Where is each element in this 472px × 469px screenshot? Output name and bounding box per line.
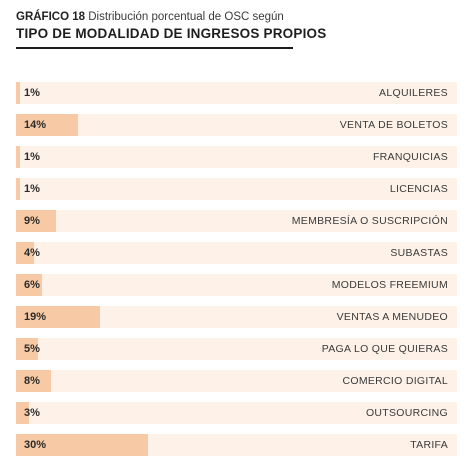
bar-value-label: 9% bbox=[24, 215, 40, 227]
bar-value-label: 1% bbox=[24, 87, 40, 99]
bar-value-label: 6% bbox=[24, 279, 40, 291]
bar-fill bbox=[16, 114, 78, 136]
bar-fill bbox=[16, 146, 21, 168]
bar-fill bbox=[16, 82, 21, 104]
bar-value-label: 1% bbox=[24, 183, 40, 195]
bar-fill bbox=[16, 306, 100, 328]
bar-category-label: FRANQUICIAS bbox=[372, 151, 448, 163]
bar-fill bbox=[16, 178, 21, 200]
chart-header: GRÁFICO 18 Distribución porcentual de OS… bbox=[16, 10, 456, 49]
chart-title: TIPO DE MODALIDAD DE INGRESOS PROPIOS bbox=[16, 26, 327, 41]
bar-row: 4% SUBASTAS bbox=[16, 242, 457, 264]
bar-chart: 1% ALQUILERES 14% VENTA DE BOLETOS 1% FRANQUI… bbox=[16, 82, 457, 466]
bar-fill bbox=[16, 274, 43, 296]
chart-subtitle: Distribución porcentual de OSC según bbox=[88, 11, 284, 23]
bar-category-label: TARIFA bbox=[410, 439, 448, 451]
bar-row: 1% ALQUILERES bbox=[16, 82, 457, 104]
bar-category-label: VENTAS A MENUDEO bbox=[336, 311, 448, 323]
bar-fill bbox=[16, 402, 30, 424]
bar-value-label: 30% bbox=[24, 439, 47, 451]
bar-fill bbox=[16, 242, 34, 264]
bar-value-label: 5% bbox=[24, 343, 40, 355]
bar-row: 14% VENTA DE BOLETOS bbox=[16, 114, 457, 136]
bar-category-label: ALQUILERES bbox=[379, 87, 448, 99]
bar-fill bbox=[16, 338, 39, 360]
bar-row: 19% VENTAS A MENUDEO bbox=[16, 306, 457, 328]
bar-fill bbox=[16, 434, 149, 456]
title-underline bbox=[16, 47, 293, 49]
bar-category-label: SUBASTAS bbox=[390, 247, 448, 259]
bar-row: 6% MODELOS FREEMIUM bbox=[16, 274, 457, 296]
bar-value-label: 19% bbox=[24, 311, 47, 323]
bar-value-label: 4% bbox=[24, 247, 40, 259]
bar-row: 1% FRANQUICIAS bbox=[16, 146, 457, 168]
bar-row: 9% MEMBRESÍA O SUSCRIPCIÓN bbox=[16, 210, 457, 232]
bar-category-label: COMERCIO DIGITAL bbox=[342, 375, 448, 387]
chart-subtitle-line: GRÁFICO 18 Distribución porcentual de OS… bbox=[16, 10, 456, 24]
bar-value-label: 3% bbox=[24, 407, 40, 419]
bar-value-label: 8% bbox=[24, 375, 40, 387]
bar-row: 30% TARIFA bbox=[16, 434, 457, 456]
bar-row: 8% COMERCIO DIGITAL bbox=[16, 370, 457, 392]
bar-category-label: VENTA DE BOLETOS bbox=[339, 119, 448, 131]
bar-row: 5% PAGA LO QUE QUIERAS bbox=[16, 338, 457, 360]
chart-number: GRÁFICO 18 bbox=[16, 11, 86, 23]
bar-row: 3% OUTSOURCING bbox=[16, 402, 457, 424]
bar-category-label: MODELOS FREEMIUM bbox=[331, 279, 448, 291]
bar-category-label: PAGA LO QUE QUIERAS bbox=[321, 343, 448, 355]
bar-fill bbox=[16, 210, 56, 232]
bar-category-label: LICENCIAS bbox=[389, 183, 448, 195]
bar-fill bbox=[16, 370, 52, 392]
bar-value-label: 1% bbox=[24, 151, 40, 163]
bar-category-label: MEMBRESÍA O SUSCRIPCIÓN bbox=[291, 215, 448, 227]
bar-category-label: OUTSOURCING bbox=[365, 407, 448, 419]
bar-value-label: 14% bbox=[24, 119, 47, 131]
bar-row: 1% LICENCIAS bbox=[16, 178, 457, 200]
